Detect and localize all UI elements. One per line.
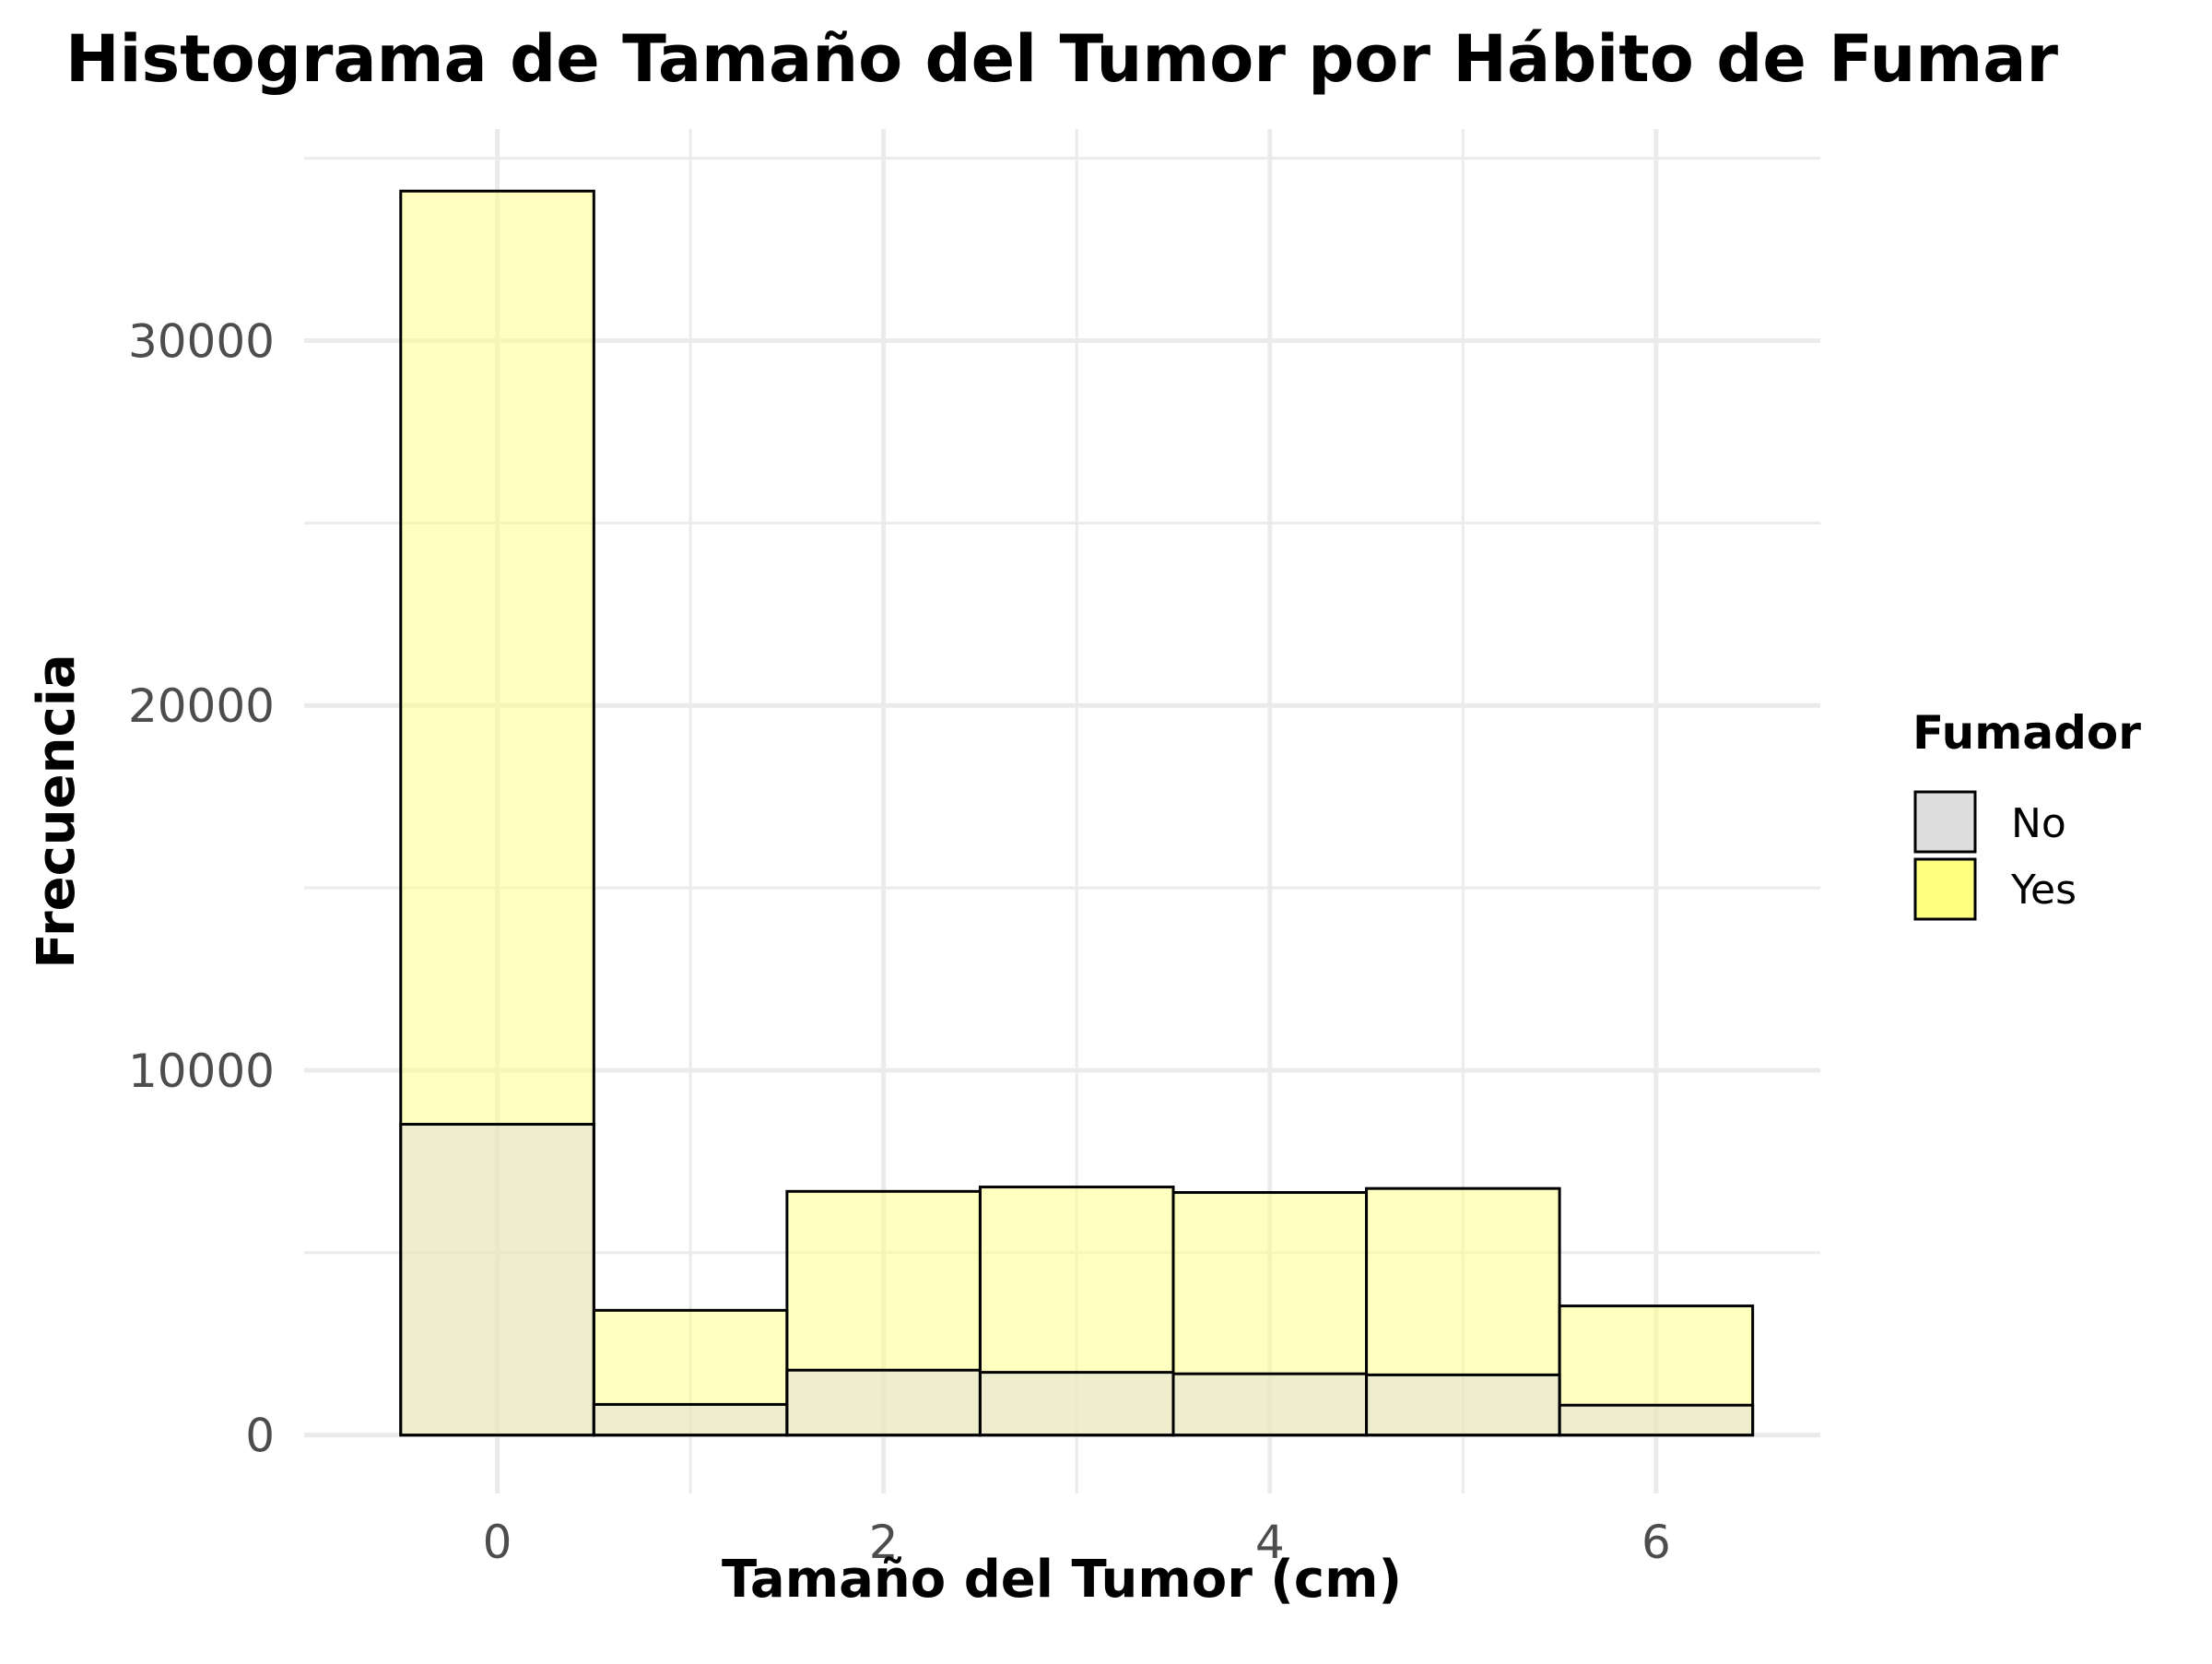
bar-no-3 <box>978 1371 1175 1437</box>
bar-no-0 <box>399 1123 595 1437</box>
chart-title: Histograma de Tamaño del Tumor por Hábit… <box>65 21 2059 97</box>
legend-title: Fumador <box>1912 706 2141 760</box>
bar-no-1 <box>592 1402 789 1437</box>
tick-labels: 0 10000 20000 30000 0 2 4 6 <box>128 315 1671 1569</box>
x-tick-label: 2 <box>869 1516 899 1569</box>
legend-swatch-yes <box>1913 857 1977 921</box>
bar-no-6 <box>1558 1403 1755 1437</box>
bars <box>399 189 1755 1437</box>
legend: Fumador No Yes <box>1912 706 2141 921</box>
y-tick-label: 30000 <box>128 315 275 369</box>
bar-no-2 <box>785 1368 982 1437</box>
x-axis-title: Tamaño del Tumor (cm) <box>722 1550 1402 1610</box>
y-axis-title: Frecuencia <box>27 654 87 968</box>
y-tick-label: 20000 <box>128 679 275 733</box>
legend-label-yes: Yes <box>2010 867 2077 914</box>
x-tick-label: 4 <box>1255 1516 1285 1569</box>
bar-no-5 <box>1365 1373 1561 1437</box>
y-tick-label: 10000 <box>128 1044 275 1098</box>
bar-no-4 <box>1171 1372 1369 1437</box>
x-tick-label: 0 <box>483 1516 512 1569</box>
legend-label-no: No <box>2011 800 2066 847</box>
x-tick-label: 6 <box>1641 1516 1671 1569</box>
y-tick-label: 0 <box>245 1410 275 1463</box>
legend-swatch-no <box>1913 790 1977 854</box>
